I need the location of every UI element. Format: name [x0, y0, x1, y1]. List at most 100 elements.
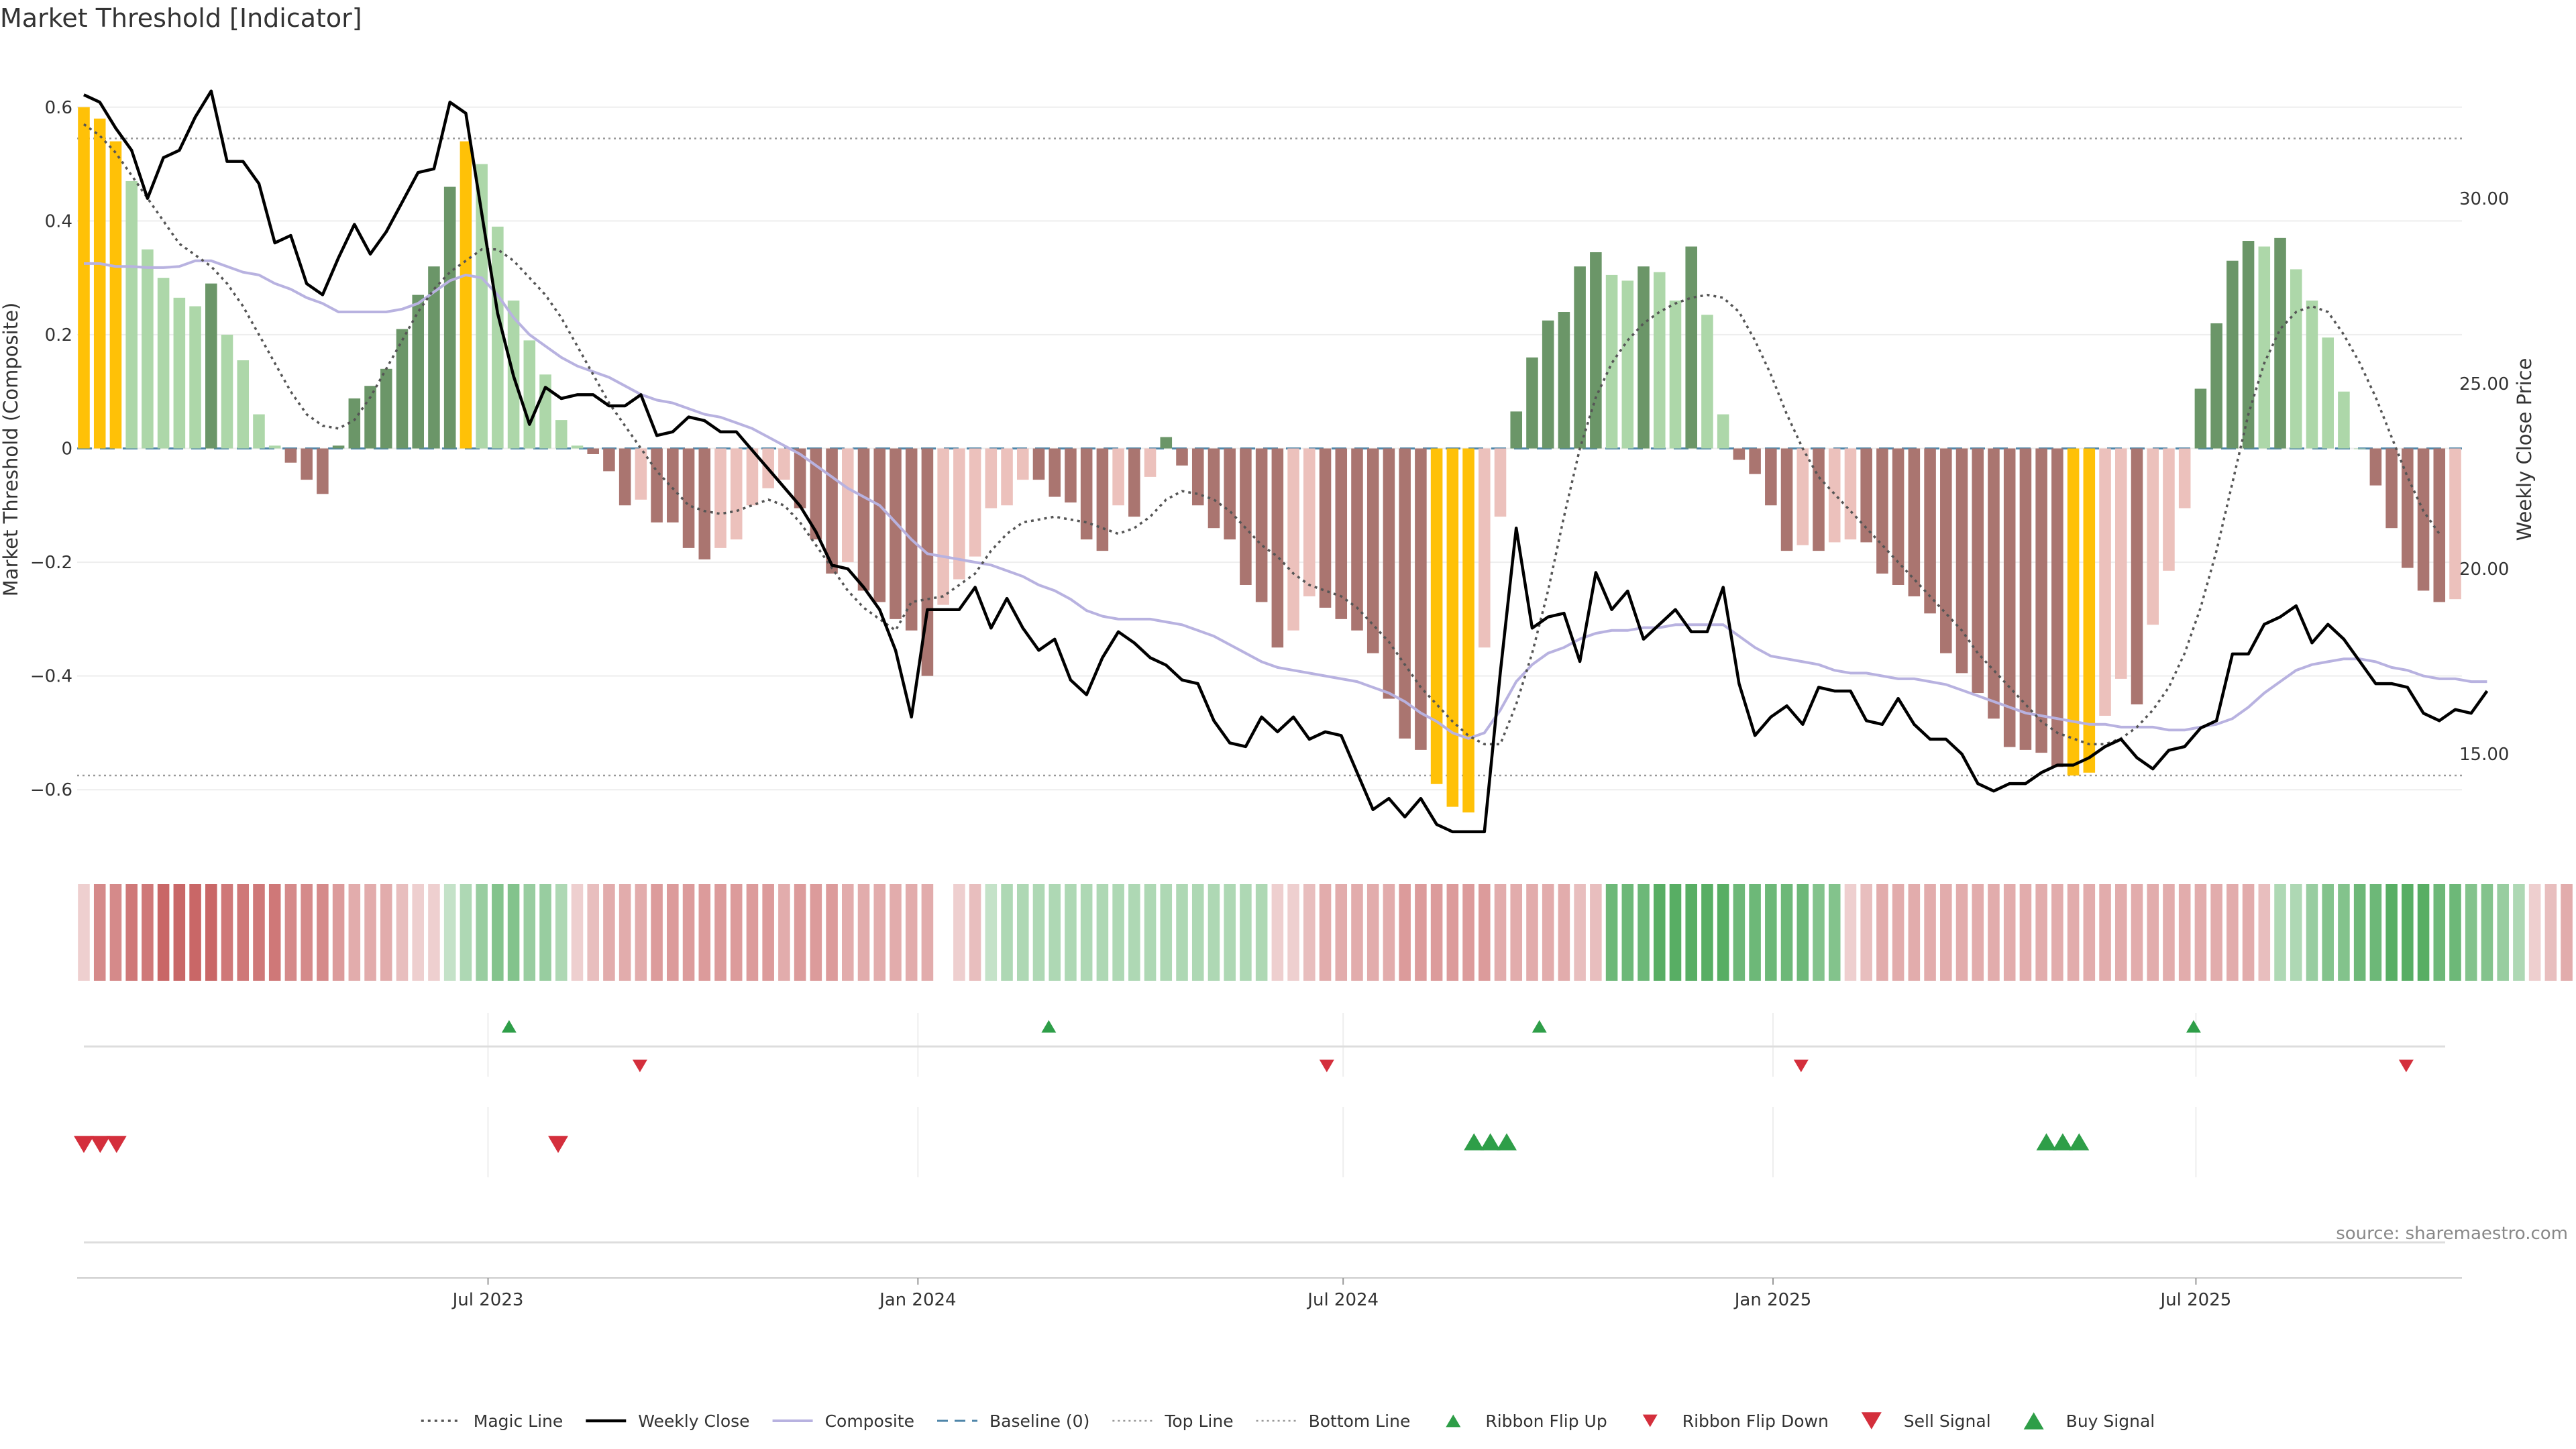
ribbon-cell — [189, 884, 201, 981]
ribbon-cell — [125, 884, 138, 981]
histogram-bar — [1526, 357, 1538, 449]
histogram-bar — [1796, 448, 1809, 545]
legend-label: Ribbon Flip Down — [1682, 1411, 1829, 1431]
x-tick-label: Jul 2023 — [451, 1290, 524, 1310]
ribbon-cell — [332, 884, 345, 981]
ribbon-cell — [428, 884, 440, 981]
histogram-bar — [2258, 246, 2271, 449]
y-axis-label-right: Weekly Close Price — [2513, 358, 2536, 541]
ribbon-cell — [587, 884, 599, 981]
ribbon-cell — [2402, 884, 2414, 981]
ribbon-cell — [1526, 884, 1538, 981]
histogram-bar — [810, 448, 822, 540]
ribbon-cell — [2544, 884, 2557, 981]
ribbon-cell — [1828, 884, 1841, 981]
histogram-bar — [794, 448, 806, 508]
ribbon-cell — [2194, 884, 2207, 981]
ribbon-cell — [460, 884, 472, 981]
ribbon-cell — [842, 884, 854, 981]
ribbon-cell — [1892, 884, 1904, 981]
ribbon-cell — [794, 884, 806, 981]
ribbon-cell — [571, 884, 584, 981]
ribbon-cell — [1096, 884, 1109, 981]
sell-signal-marker — [74, 1136, 94, 1153]
ribbon-cell — [746, 884, 759, 981]
histogram-bar — [523, 340, 536, 449]
composite-line — [84, 259, 2487, 741]
histogram-bar — [1924, 448, 1936, 614]
ribbon-cell — [2338, 884, 2350, 981]
ribbon-cell — [364, 884, 376, 981]
histogram-bar — [2067, 448, 2080, 776]
histogram-bar — [492, 226, 504, 449]
histogram-bar — [2083, 448, 2096, 773]
histogram-bar — [746, 448, 759, 506]
threshold-lines — [77, 138, 2462, 777]
ribbon-cell — [1049, 884, 1061, 981]
ribbon-flip-up-marker — [501, 1020, 517, 1033]
ribbon-cell — [2449, 884, 2461, 981]
legend: Magic Line Weekly Close Composite Baseline … — [421, 1411, 2155, 1431]
ribbon-cell — [78, 884, 90, 981]
ribbon-cell — [1638, 884, 1650, 981]
ribbon-cell — [1955, 884, 1968, 981]
histogram-bar — [1765, 448, 1777, 506]
legend-key-buy-signal — [2023, 1412, 2044, 1430]
buy-signal-marker — [2052, 1133, 2073, 1150]
ribbon-cell — [1701, 884, 1713, 981]
histogram-bar — [1621, 280, 1634, 449]
histogram-bar — [2306, 301, 2318, 449]
histogram-bar — [1558, 312, 1570, 449]
ribbon-cell — [1112, 884, 1124, 981]
histogram-bar — [125, 181, 138, 449]
histogram-bar — [1208, 448, 1220, 529]
ribbon-flip-down-marker — [1319, 1059, 1334, 1073]
histogram-bar — [2338, 391, 2350, 449]
histogram-bar — [428, 266, 440, 449]
ribbon-cell — [2099, 884, 2111, 981]
ribbon-cell — [523, 884, 536, 981]
ribbon-flip-down-marker — [1793, 1059, 1809, 1073]
series-lines — [83, 89, 2489, 834]
ribbon-cell — [762, 884, 774, 981]
histogram-bar — [1733, 448, 1746, 460]
histogram-bar — [1940, 448, 1952, 653]
histogram-bar — [2402, 448, 2414, 568]
ribbon-cell — [890, 884, 902, 981]
ribbon-cell — [1383, 884, 1395, 981]
histogram-bar — [109, 141, 122, 449]
histogram-bar — [2242, 241, 2255, 449]
ribbon-cell — [109, 884, 122, 981]
ribbon-cell — [2290, 884, 2302, 981]
histogram-bar — [2433, 448, 2446, 602]
histogram-bar — [1749, 448, 1761, 474]
ribbon-cell — [2353, 884, 2366, 981]
ribbon-cell — [778, 884, 790, 981]
histogram-bar — [2003, 448, 2016, 747]
ribbon-cell — [142, 884, 154, 981]
histogram-bar — [1510, 411, 1523, 449]
ribbon-cell — [1366, 884, 1379, 981]
histogram-bar — [237, 360, 250, 449]
ribbon-cell — [284, 884, 297, 981]
ribbon-cell — [412, 884, 424, 981]
histogram-bar — [1096, 448, 1109, 551]
ribbon-cell — [2274, 884, 2286, 981]
histogram-bar — [857, 448, 870, 591]
ribbon-cell — [443, 884, 456, 981]
histogram-bar — [1080, 448, 1093, 540]
histogram-bar — [921, 448, 934, 676]
histogram-bar — [1255, 448, 1268, 602]
histogram-bar — [1112, 448, 1124, 506]
ribbon-cell — [1303, 884, 1316, 981]
histogram-bar — [2194, 388, 2207, 449]
histogram-bar — [93, 118, 106, 449]
ribbon-flip-up-marker — [2186, 1020, 2201, 1033]
histogram-bar — [985, 448, 998, 508]
y-tick-label-right: 25.00 — [2459, 374, 2509, 394]
histogram-bar — [1383, 448, 1395, 699]
ribbon-cell — [1335, 884, 1348, 981]
ribbon-cell — [237, 884, 250, 981]
histogram-bar — [1016, 448, 1029, 480]
buy-signal-marker — [1464, 1133, 1485, 1150]
